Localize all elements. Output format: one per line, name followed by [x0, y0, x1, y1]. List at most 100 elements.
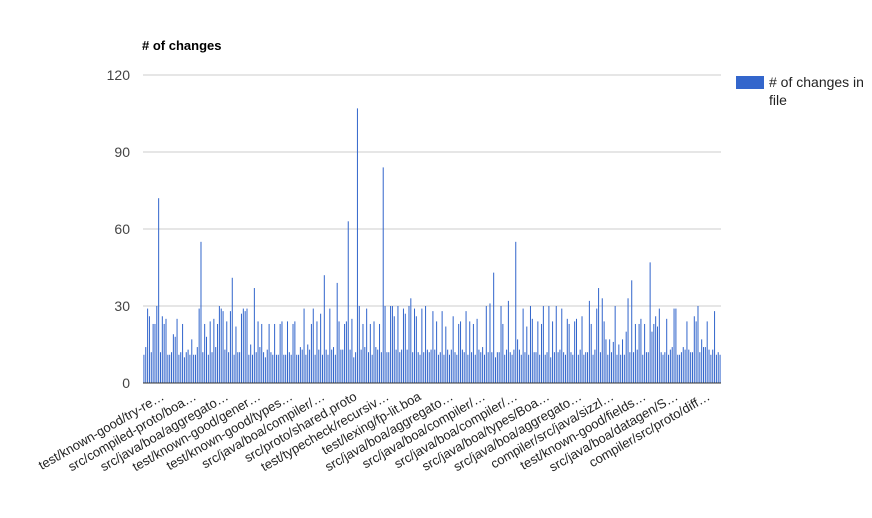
bar[interactable]: [552, 321, 554, 383]
bar[interactable]: [235, 326, 237, 383]
bar[interactable]: [480, 352, 482, 383]
bar[interactable]: [414, 308, 416, 383]
bar[interactable]: [237, 352, 239, 383]
bar[interactable]: [207, 354, 209, 383]
bar[interactable]: [460, 321, 462, 383]
bar[interactable]: [325, 349, 327, 383]
bar[interactable]: [662, 354, 664, 383]
bar[interactable]: [717, 352, 719, 383]
bar[interactable]: [629, 352, 631, 383]
bar[interactable]: [158, 198, 160, 383]
bar[interactable]: [458, 323, 460, 383]
bar[interactable]: [655, 316, 657, 383]
bar[interactable]: [217, 323, 219, 383]
bar[interactable]: [264, 357, 266, 383]
bar[interactable]: [417, 352, 419, 383]
bar[interactable]: [286, 321, 288, 383]
bar[interactable]: [710, 354, 712, 383]
bar[interactable]: [303, 308, 305, 383]
bar[interactable]: [194, 354, 196, 383]
bar[interactable]: [270, 352, 272, 383]
bar[interactable]: [436, 321, 438, 383]
bar[interactable]: [506, 349, 508, 383]
bar[interactable]: [222, 311, 224, 383]
bar[interactable]: [193, 354, 195, 383]
bar[interactable]: [544, 354, 546, 383]
bar[interactable]: [391, 306, 393, 383]
bar[interactable]: [476, 318, 478, 383]
bar[interactable]: [463, 352, 465, 383]
bar[interactable]: [426, 349, 428, 383]
bar[interactable]: [419, 354, 421, 383]
bar[interactable]: [564, 354, 566, 383]
bar[interactable]: [305, 354, 307, 383]
bar[interactable]: [623, 354, 625, 383]
bar[interactable]: [489, 303, 491, 383]
bar[interactable]: [180, 352, 182, 383]
bar[interactable]: [517, 339, 519, 383]
bar[interactable]: [513, 349, 515, 383]
bar[interactable]: [200, 241, 202, 383]
bar[interactable]: [156, 306, 158, 383]
bar[interactable]: [279, 323, 281, 383]
bar[interactable]: [633, 352, 635, 383]
bar[interactable]: [415, 316, 417, 383]
bar[interactable]: [393, 316, 395, 383]
bar[interactable]: [487, 352, 489, 383]
bar[interactable]: [546, 352, 548, 383]
bar[interactable]: [542, 306, 544, 383]
bar[interactable]: [555, 306, 557, 383]
bar[interactable]: [310, 323, 312, 383]
bar[interactable]: [504, 354, 506, 383]
bar[interactable]: [167, 354, 169, 383]
bar[interactable]: [524, 352, 526, 383]
bar[interactable]: [647, 352, 649, 383]
bar[interactable]: [474, 354, 476, 383]
bar[interactable]: [677, 354, 679, 383]
bar[interactable]: [585, 352, 587, 383]
bar[interactable]: [502, 323, 504, 383]
bar[interactable]: [312, 308, 314, 383]
bar[interactable]: [437, 354, 439, 383]
bar[interactable]: [708, 349, 710, 383]
bar[interactable]: [362, 323, 364, 383]
bar[interactable]: [364, 347, 366, 383]
bar[interactable]: [143, 354, 145, 383]
bar[interactable]: [334, 354, 336, 383]
bar[interactable]: [469, 321, 471, 383]
bar[interactable]: [640, 318, 642, 383]
bar[interactable]: [250, 344, 252, 384]
bar[interactable]: [257, 321, 259, 383]
bar[interactable]: [353, 357, 355, 383]
bar[interactable]: [691, 352, 693, 383]
bar[interactable]: [147, 308, 149, 383]
bar[interactable]: [658, 308, 660, 383]
bar[interactable]: [349, 349, 351, 383]
bar[interactable]: [679, 354, 681, 383]
bar[interactable]: [618, 344, 620, 384]
bar[interactable]: [150, 352, 152, 383]
bar[interactable]: [454, 352, 456, 383]
bar[interactable]: [268, 323, 270, 383]
bar[interactable]: [263, 352, 265, 383]
bar[interactable]: [229, 311, 231, 383]
bar[interactable]: [714, 311, 716, 383]
bar[interactable]: [178, 354, 180, 383]
bar[interactable]: [666, 318, 668, 383]
bar[interactable]: [684, 349, 686, 383]
bar[interactable]: [649, 262, 651, 383]
bar[interactable]: [412, 352, 414, 383]
bar[interactable]: [518, 349, 520, 383]
bar[interactable]: [172, 334, 174, 383]
bar[interactable]: [246, 308, 248, 383]
bar[interactable]: [493, 272, 495, 383]
bar[interactable]: [622, 339, 624, 383]
bar[interactable]: [620, 354, 622, 383]
bar[interactable]: [390, 306, 392, 383]
bar[interactable]: [373, 321, 375, 383]
bar[interactable]: [482, 347, 484, 383]
bar[interactable]: [259, 347, 261, 383]
bar[interactable]: [253, 288, 255, 383]
bar[interactable]: [356, 108, 358, 384]
bar[interactable]: [239, 352, 241, 383]
